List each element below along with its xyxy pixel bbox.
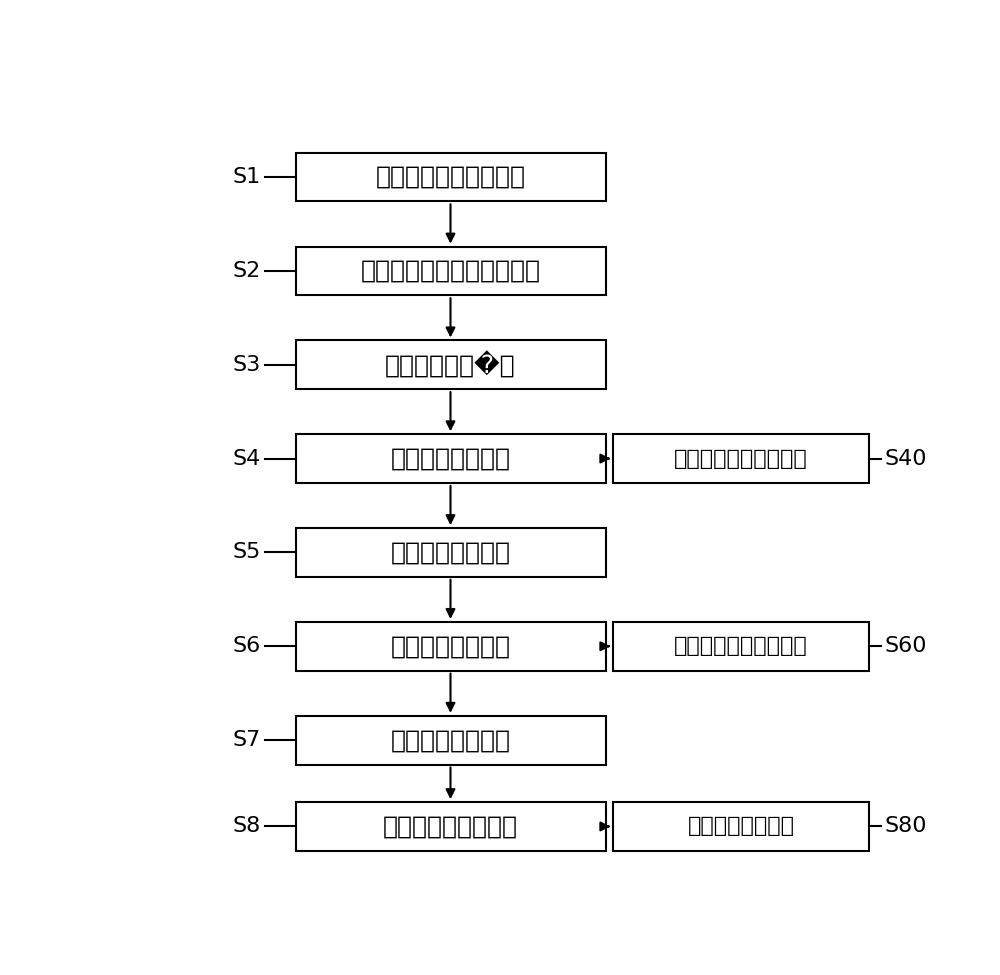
Bar: [296, 434, 606, 483]
Bar: [296, 340, 606, 389]
Bar: [613, 622, 869, 671]
Text: S60: S60: [885, 637, 927, 656]
Text: 输出格点图像坐标: 输出格点图像坐标: [390, 728, 511, 752]
Text: 输入标定样板左右图像: 输入标定样板左右图像: [376, 165, 526, 189]
Text: S4: S4: [232, 448, 261, 469]
Text: S1: S1: [232, 167, 261, 187]
Bar: [296, 622, 606, 671]
Bar: [613, 434, 869, 483]
Text: 输出格点图像坐标: 输出格点图像坐标: [390, 540, 511, 565]
Text: 输出格点图像�标: 输出格点图像�标: [385, 351, 516, 378]
Text: 输出横向畸变矫正参数: 输出横向畸变矫正参数: [674, 448, 808, 469]
Text: S2: S2: [232, 261, 261, 281]
Text: 格点图像坐标亚像素级提取: 格点图像坐标亚像素级提取: [360, 259, 540, 283]
Text: 图像横向畸变矫正: 图像横向畸变矫正: [390, 447, 511, 471]
Text: 视差曲面平整度矫正: 视差曲面平整度矫正: [383, 814, 518, 838]
Bar: [613, 802, 869, 851]
Text: 输出畸变矫正参数: 输出畸变矫正参数: [688, 816, 795, 837]
Bar: [296, 802, 606, 851]
Text: S7: S7: [232, 730, 261, 750]
Bar: [296, 716, 606, 764]
Bar: [296, 528, 606, 577]
Text: 输出纵向畸变矫正参数: 输出纵向畸变矫正参数: [674, 637, 808, 656]
Text: S40: S40: [885, 448, 927, 469]
Bar: [296, 153, 606, 202]
Text: S8: S8: [232, 816, 261, 837]
Bar: [296, 247, 606, 295]
Text: S80: S80: [885, 816, 927, 837]
Text: 图像纵向畸变矫正: 图像纵向畸变矫正: [390, 635, 511, 658]
Text: S3: S3: [232, 355, 261, 374]
Text: S6: S6: [232, 637, 261, 656]
Text: S5: S5: [232, 542, 261, 563]
